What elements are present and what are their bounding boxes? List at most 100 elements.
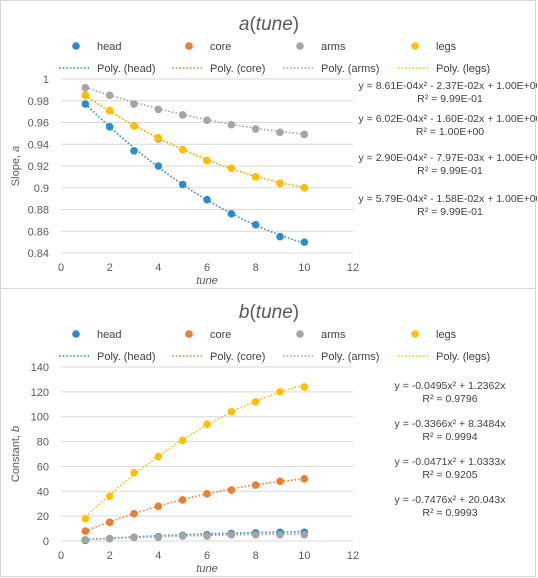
chart-a-point-head bbox=[203, 195, 211, 204]
chart-a-point-legs bbox=[227, 164, 236, 172]
chart-b-trendline-legs bbox=[84, 384, 305, 518]
chart-a-xtick-label: 8 bbox=[253, 262, 259, 274]
chart-a-point-arms bbox=[178, 111, 187, 119]
chart-b-ytick-label: 120 bbox=[31, 387, 49, 399]
chart-a-xtick-label: 2 bbox=[107, 262, 113, 274]
chart-a-title: a(tune) bbox=[239, 14, 299, 35]
chart-a-point-arms bbox=[300, 130, 309, 139]
chart-a-svg: a(tune) head core arms legs Poly. (head) Poly.… bbox=[10, 14, 538, 287]
chart-b-equation-head: y = -0.0495x² + 1.2362x bbox=[395, 380, 507, 392]
chart-b-legend-label-arms: arms bbox=[321, 329, 346, 341]
chart-b-point-core bbox=[130, 509, 138, 518]
chart-b-point-arms bbox=[227, 530, 236, 539]
chart-a-trendline-core bbox=[84, 95, 305, 189]
chart-a-legend-marker-arms bbox=[296, 42, 304, 50]
chart-b-point-legs bbox=[227, 407, 236, 416]
chart-b-r2-core: R² = 0.9994 bbox=[422, 431, 477, 443]
chart-b-legend-trend-label-head: Poly. (head) bbox=[97, 351, 156, 363]
chart-b-r2-head: R² = 0.9796 bbox=[422, 393, 477, 405]
chart-b-title: b(tune) bbox=[239, 302, 299, 323]
chart-b-xtick-label: 6 bbox=[204, 550, 210, 562]
chart-b-equation-arms: y = -0.0471x² + 1.0333x bbox=[395, 456, 507, 468]
chart-a-xlabel: tune bbox=[196, 275, 217, 287]
chart-a-point-head bbox=[81, 100, 90, 108]
chart-a-point-head bbox=[178, 180, 187, 189]
chart-a-ytick-label: 1 bbox=[43, 74, 49, 86]
chart-b-xtick-label: 12 bbox=[347, 550, 359, 562]
chart-b-point-legs bbox=[300, 383, 309, 391]
chart-b-ytick-label: 100 bbox=[31, 412, 49, 424]
chart-b-xtick-label: 10 bbox=[298, 550, 310, 562]
chart-b-point-core bbox=[154, 502, 163, 510]
chart-a-point-arms bbox=[130, 100, 138, 108]
chart-b-legend-trend-label-arms: Poly. (arms) bbox=[321, 351, 379, 363]
chart-b-ytick-label: 60 bbox=[37, 461, 49, 473]
chart-a-xtick-label: 12 bbox=[347, 262, 359, 274]
chart-b-point-core bbox=[178, 496, 187, 504]
chart-a-point-legs bbox=[203, 156, 211, 165]
chart-panel-a: a(tune) head core arms legs Poly. (head) Poly.… bbox=[0, 0, 538, 289]
chart-a-legend-marker-legs bbox=[411, 42, 419, 50]
chart-b-point-arms bbox=[203, 532, 211, 540]
chart-a-ytick-label: 0.88 bbox=[28, 205, 49, 217]
chart-a-legend-trend-label-legs: Poly. (legs) bbox=[436, 63, 490, 75]
chart-a-point-head bbox=[300, 238, 309, 246]
chart-a-point-arms bbox=[81, 83, 90, 92]
chart-b-xtick-label: 2 bbox=[107, 550, 113, 562]
chart-a-xtick-label: 6 bbox=[204, 262, 210, 274]
chart-a-point-legs bbox=[81, 91, 90, 100]
chart-b-legend-label-core: core bbox=[210, 329, 231, 341]
chart-b-ytick-label: 40 bbox=[37, 486, 49, 498]
chart-b-point-core bbox=[81, 527, 90, 535]
chart-b-legend-marker-arms bbox=[296, 330, 304, 338]
chart-a-equation-legs: y = 5.79E-04x² - 1.58E-02x + 1.00E+00 bbox=[359, 193, 538, 205]
chart-b-point-arms bbox=[130, 533, 138, 542]
chart-a-ytick-label: 0.98 bbox=[28, 96, 49, 108]
chart-b-xtick-label: 4 bbox=[155, 550, 161, 562]
chart-b-svg: b(tune) head core arms legs Poly. (head) Poly.… bbox=[10, 302, 507, 575]
chart-a-r2-arms: R² = 9.99E-01 bbox=[417, 165, 483, 177]
chart-a-legend-marker-head bbox=[72, 42, 80, 50]
chart-b-point-core bbox=[251, 481, 260, 489]
chart-a-ytick-label: 0.84 bbox=[28, 248, 49, 260]
chart-b-legend-marker-head bbox=[72, 330, 80, 338]
chart-a-point-legs bbox=[300, 183, 309, 192]
chart-a-legend-marker-core bbox=[185, 42, 193, 50]
chart-a-xtick-label: 10 bbox=[298, 262, 310, 274]
chart-b-point-arms bbox=[178, 532, 187, 540]
chart-a-legend-trend-label-core: Poly. (core) bbox=[210, 63, 265, 75]
chart-a-ytick-label: 0.92 bbox=[28, 161, 49, 173]
chart-a-r2-legs: R² = 9.99E-01 bbox=[417, 206, 483, 218]
chart-b-legend-trend-label-core: Poly. (core) bbox=[210, 351, 265, 363]
chart-a-point-arms bbox=[203, 116, 211, 125]
chart-b-point-core bbox=[105, 518, 114, 527]
chart-b-legend-trend-label-legs: Poly. (legs) bbox=[436, 351, 490, 363]
chart-b-point-legs bbox=[178, 436, 187, 445]
chart-b-point-legs bbox=[130, 468, 138, 477]
chart-b-trendline-arms bbox=[85, 533, 305, 541]
chart-a-point-head bbox=[276, 232, 284, 241]
chart-a-point-arms bbox=[251, 125, 260, 133]
chart-b-legend-marker-core bbox=[185, 330, 193, 338]
chart-a-point-arms bbox=[227, 120, 236, 129]
chart-a-ytick-label: 0.86 bbox=[28, 226, 49, 238]
chart-a-legend-trend-label-arms: Poly. (arms) bbox=[321, 63, 379, 75]
chart-a-point-legs bbox=[154, 133, 163, 142]
chart-b-point-arms bbox=[251, 530, 260, 539]
chart-a-legend-label-arms: arms bbox=[321, 41, 346, 53]
chart-a-point-legs bbox=[178, 145, 187, 154]
chart-a-legend-label-head: head bbox=[97, 41, 121, 53]
chart-b-point-legs bbox=[81, 514, 90, 523]
chart-a-trendline-legs bbox=[84, 94, 305, 189]
chart-a-legend-label-legs: legs bbox=[436, 41, 457, 53]
chart-b-point-arms bbox=[81, 535, 90, 544]
chart-b-point-legs bbox=[276, 388, 284, 396]
chart-a-trendline-arms bbox=[85, 86, 305, 135]
chart-a-legend-trend-label-head: Poly. (head) bbox=[97, 63, 156, 75]
chart-b-point-core bbox=[227, 486, 236, 494]
chart-b-r2-legs: R² = 0.9993 bbox=[422, 507, 477, 519]
chart-a-ytick-label: 0.96 bbox=[28, 118, 49, 130]
chart-b-equation-core: y = -0.3366x² + 8.3484x bbox=[395, 418, 507, 430]
chart-b-point-core bbox=[203, 489, 211, 498]
chart-panel-b: b(tune) head core arms legs Poly. (head) Poly.… bbox=[0, 288, 536, 577]
